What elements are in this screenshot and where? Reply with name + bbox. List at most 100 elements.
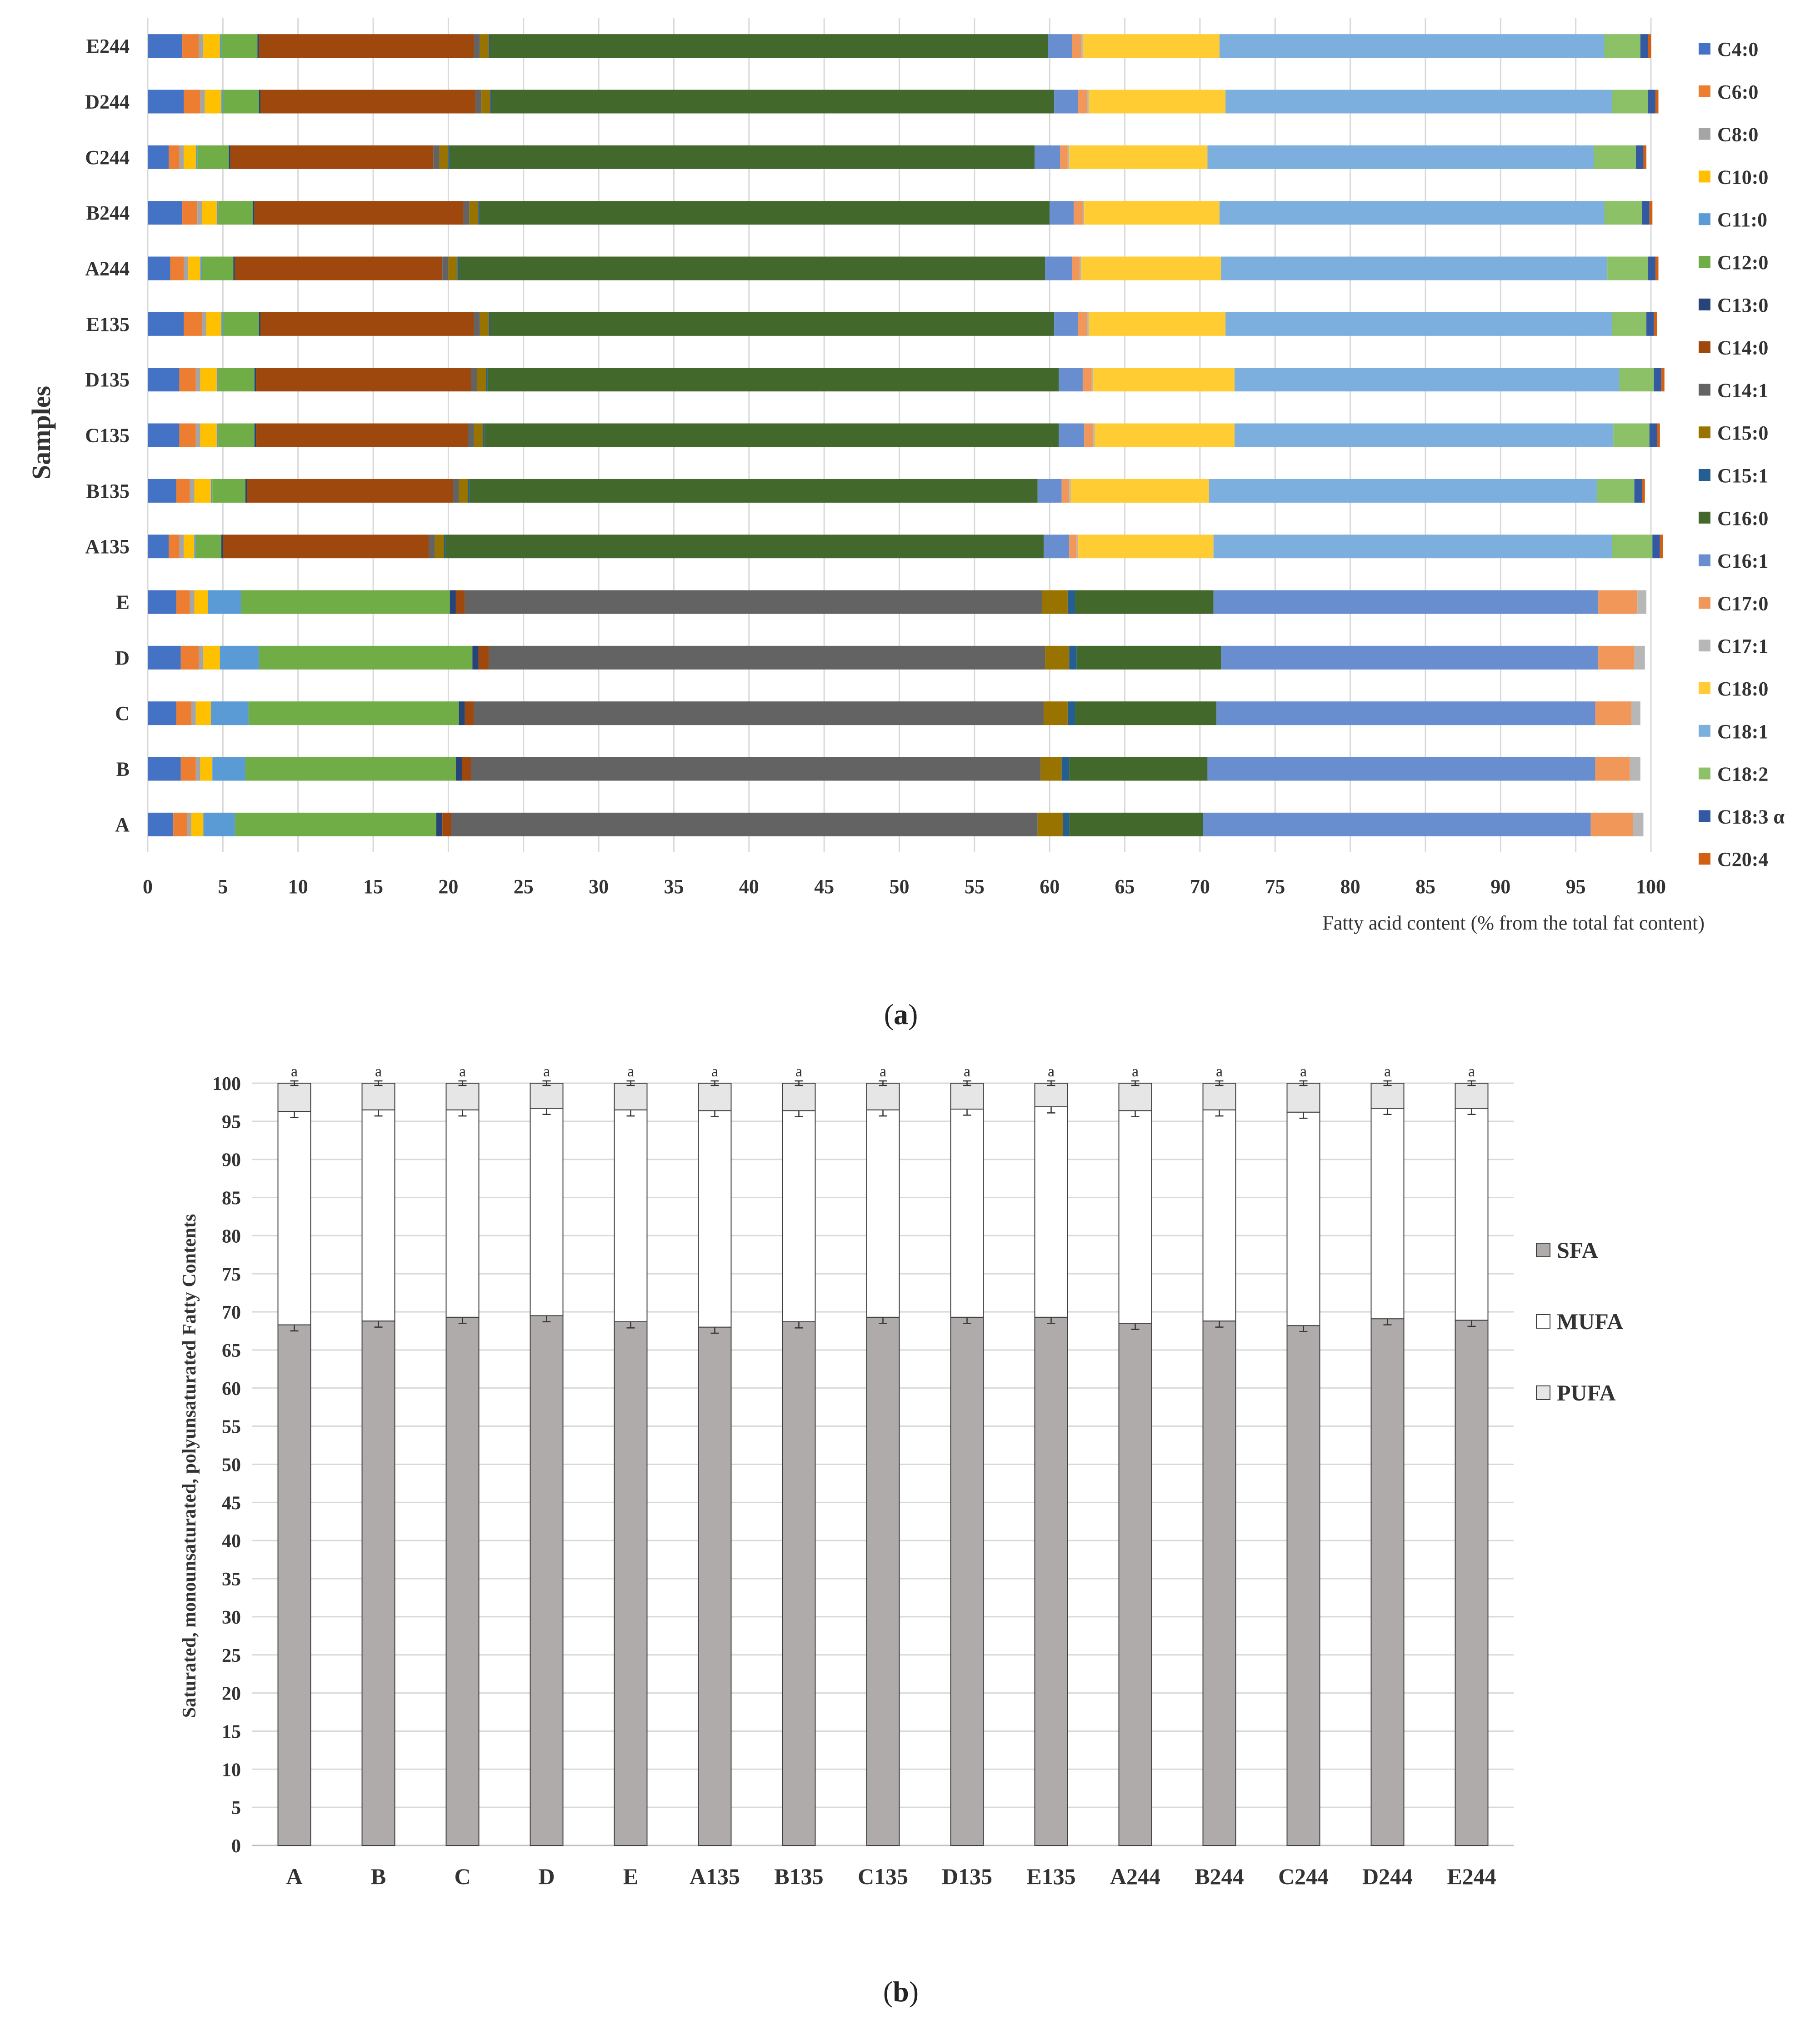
significance-label: a xyxy=(543,1063,550,1080)
legend-swatch-c13-0 xyxy=(1699,298,1710,310)
bar-segment-c15-0-b xyxy=(1040,757,1062,781)
bar-segment-c16-0-e xyxy=(1075,590,1214,614)
bar-segment-c18-2-c244 xyxy=(1594,145,1636,169)
y-axis-title: Saturated, monounsaturated, polyunsatura… xyxy=(179,1214,200,1718)
bar-segment-c16-0-a xyxy=(1069,812,1203,836)
bar-segment-c16-1-a244 xyxy=(1045,256,1072,280)
bar-segment-c12-0-e xyxy=(241,590,450,614)
bar-segment-c8-0-d244 xyxy=(200,90,205,114)
bar-segment-c15-1-b244 xyxy=(478,201,480,225)
bar-segment-c18-0-d135 xyxy=(1093,368,1235,392)
bar-segment-c6-0-e135 xyxy=(184,312,202,336)
bar-segment-c20-4-e135 xyxy=(1654,312,1657,336)
legend-label-sfa: SFA xyxy=(1557,1237,1598,1263)
bar-segment-c18-1-a135 xyxy=(1213,535,1612,559)
bar-segment-c18-3-e135 xyxy=(1646,312,1654,336)
bar-segment-c18-2-d244 xyxy=(1612,90,1648,114)
bar-segment-c17-0-d135 xyxy=(1082,368,1092,392)
bar-segment-c12-0-b xyxy=(245,757,456,781)
bar-segment-c16-0-e244 xyxy=(490,34,1048,58)
y-tick-label: A135 xyxy=(85,535,130,558)
bar-segment-pufa-c135 xyxy=(866,1083,900,1110)
bar-segment-c18-2-e244 xyxy=(1604,34,1640,58)
y-tick-label: B135 xyxy=(86,480,130,502)
bar-segment-c10-0-c135 xyxy=(200,423,217,447)
bar-segment-c18-3-c244 xyxy=(1635,145,1644,169)
bar-segment-c4-0-a135 xyxy=(148,535,169,559)
bar-segment-mufa-d135 xyxy=(950,1109,984,1318)
bar-segment-c16-1-d135 xyxy=(1059,368,1083,392)
x-tick-label: 45 xyxy=(814,875,834,898)
bar-segment-sfa-d135 xyxy=(950,1316,984,1846)
bar-segment-c8-0-d135 xyxy=(195,368,200,392)
bar-segment-c20-4-d135 xyxy=(1661,368,1665,392)
bar-segment-pufa-b135 xyxy=(782,1083,816,1111)
bar-segment-c11-0-c244 xyxy=(195,145,198,169)
bar-segment-c16-0-c244 xyxy=(450,145,1035,169)
bar-segment-c17-0-a135 xyxy=(1069,535,1077,559)
bar-segment-c18-3-d135 xyxy=(1654,368,1662,392)
x-tick-label: 35 xyxy=(664,875,684,898)
bar-segment-sfa-b xyxy=(361,1320,395,1846)
bar-segment-c15-1-c xyxy=(1067,701,1075,725)
bar-segment-c16-1-b135 xyxy=(1037,479,1062,503)
bar-segment-c10-0-e244 xyxy=(203,34,220,58)
bar-segment-c18-1-a244 xyxy=(1221,256,1608,280)
legend-swatch-c18-0 xyxy=(1699,682,1710,694)
y-tick-label: D135 xyxy=(85,369,130,391)
legend-swatch-c15-0 xyxy=(1699,426,1710,439)
legend-label-c12-0: C12:0 xyxy=(1717,251,1768,274)
y-tick-label: D xyxy=(115,647,130,669)
legend-label-mufa: MUFA xyxy=(1557,1309,1623,1334)
bar-segment-c13-0-b xyxy=(455,757,462,781)
bar-segment-mufa-b xyxy=(361,1109,395,1322)
bar-segment-c4-0-d244 xyxy=(148,90,184,114)
bar-segment-c8-0-e xyxy=(190,590,195,614)
bar-segment-c14-0-a xyxy=(442,812,452,836)
x-tick-label: 0 xyxy=(143,875,153,898)
x-tick-label: A244 xyxy=(1110,1864,1160,1889)
bar-segment-c17-0-e244 xyxy=(1072,34,1081,58)
bar-segment-sfa-a xyxy=(277,1324,311,1846)
bar-segment-pufa-a135 xyxy=(698,1083,732,1111)
bar-segment-c13-0-a244 xyxy=(233,256,235,280)
bar-segment-c17-1-a xyxy=(1633,812,1644,836)
bar-segment-c4-0-a244 xyxy=(148,256,170,280)
legend-label-c10-0: C10:0 xyxy=(1717,166,1768,188)
bar-segment-c13-0-a135 xyxy=(221,535,223,559)
bar-segment-mufa-e135 xyxy=(1034,1106,1068,1318)
bar-segment-sfa-b244 xyxy=(1202,1320,1236,1846)
chart-a-stacked-bar: 0 5 10 15 20 25 30 35 40 45 50 55 60 65 70 75 80 85 90 95 10… xyxy=(26,18,1785,934)
y-tick-label: 45 xyxy=(222,1493,241,1514)
bar-segment-c8-0-a135 xyxy=(179,535,184,559)
bar-segment-c12-0-a135 xyxy=(195,535,222,559)
bar-segment-c14-1-e135 xyxy=(474,312,480,336)
bar-segment-c18-1-d244 xyxy=(1225,90,1612,114)
bar-segment-c15-0-c244 xyxy=(439,145,449,169)
legend-label-c18-0: C18:0 xyxy=(1717,678,1768,700)
bar-segment-c10-0-d xyxy=(203,645,220,670)
bar-segment-c8-0-a xyxy=(186,812,191,836)
x-axis-title: Fatty acid content (% from the total fat… xyxy=(1322,912,1705,934)
caption-b-letter: b xyxy=(893,1975,909,2008)
x-tick-label: 95 xyxy=(1566,875,1586,898)
y-tick-label: 0 xyxy=(231,1836,241,1857)
bar-segment-c20-4-a244 xyxy=(1655,256,1659,280)
bar-segment-c16-1-b xyxy=(1207,757,1595,781)
bar-segment-c10-0-b244 xyxy=(202,201,217,225)
x-tick-label: 90 xyxy=(1490,875,1510,898)
bar-segment-c20-4-c244 xyxy=(1643,145,1647,169)
bar-segment-c13-0-e xyxy=(450,590,456,614)
significance-label: a xyxy=(795,1063,802,1080)
significance-label: a xyxy=(711,1063,718,1080)
x-tick-label: 75 xyxy=(1265,875,1285,898)
x-tick-label: 5 xyxy=(218,875,228,898)
bar-segment-c15-1-a xyxy=(1063,812,1070,836)
bar-segment-c18-3-b135 xyxy=(1634,479,1642,503)
bar-segment-pufa-a xyxy=(277,1083,311,1112)
bar-segment-c20-4-d244 xyxy=(1655,90,1659,114)
legend-label-c14-0: C14:0 xyxy=(1717,337,1768,359)
bar-segment-c16-0-b135 xyxy=(469,479,1038,503)
bar-segment-c16-1-a135 xyxy=(1043,535,1070,559)
bar-segment-c4-0-c244 xyxy=(148,145,169,169)
